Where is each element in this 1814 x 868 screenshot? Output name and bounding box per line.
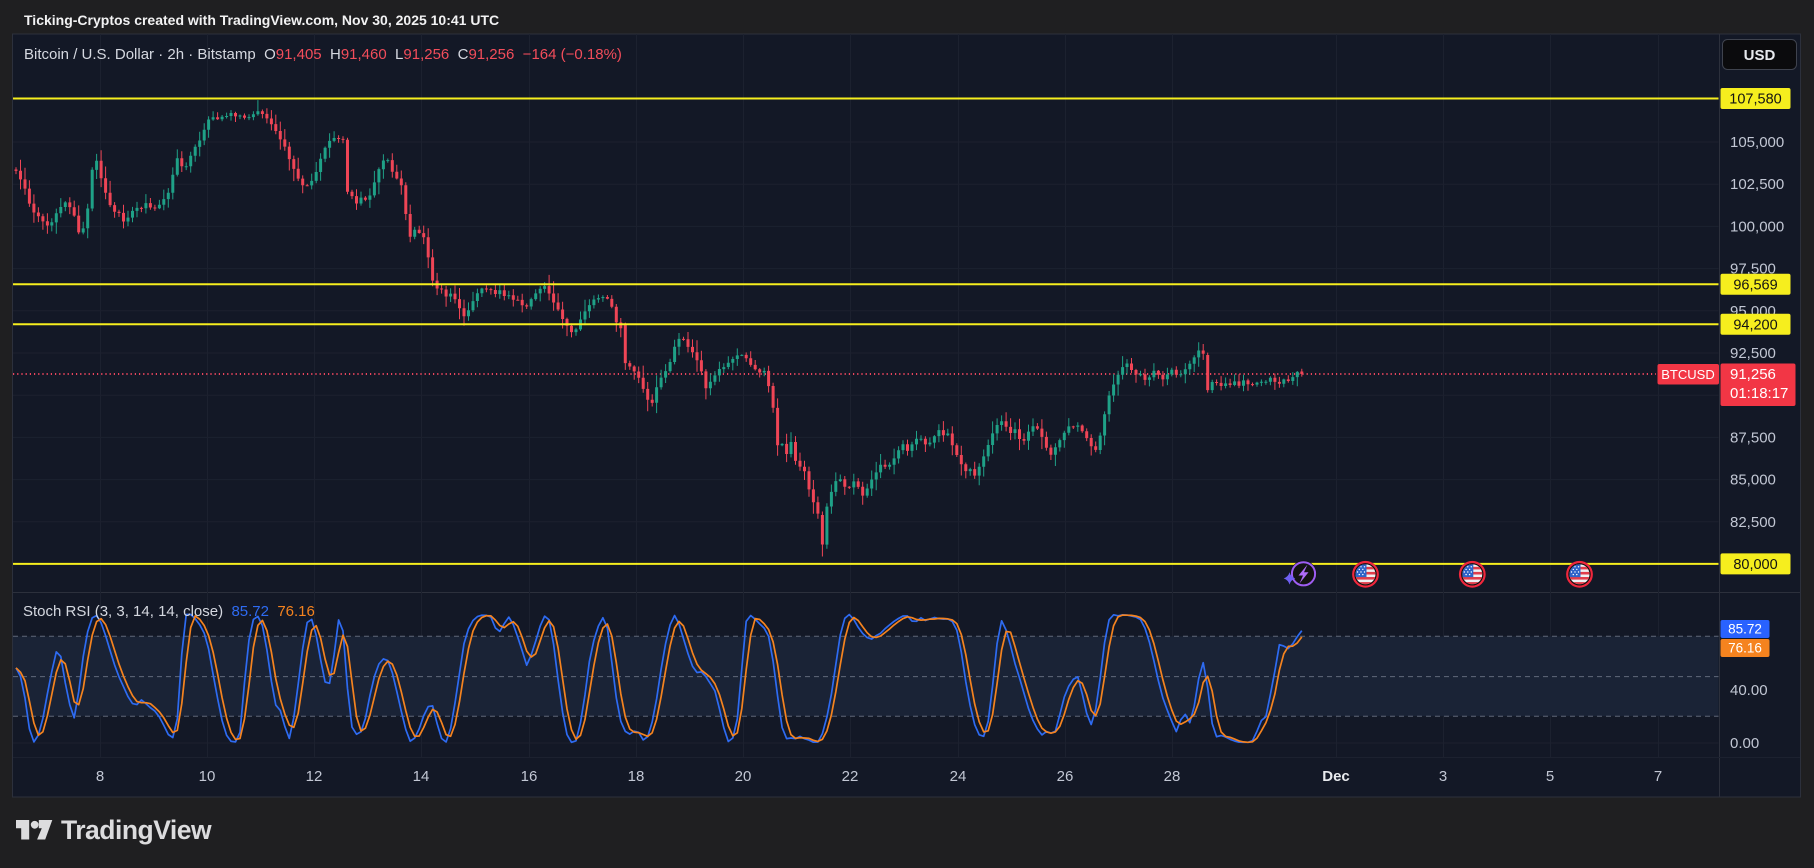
svg-text:Bitcoin / U.S. Dollar · 2h · B: Bitcoin / U.S. Dollar · 2h · Bitstamp O9… xyxy=(24,46,622,63)
svg-text:24: 24 xyxy=(950,768,967,785)
svg-text:80,000: 80,000 xyxy=(1733,557,1777,573)
svg-text:18: 18 xyxy=(628,768,645,785)
svg-text:Stoch RSI (3, 3, 14, 14, close: Stoch RSI (3, 3, 14, 14, close) 85.72 76… xyxy=(23,603,315,620)
svg-text:28: 28 xyxy=(1164,768,1181,785)
svg-text:3: 3 xyxy=(1439,768,1447,785)
svg-text:Ticking-Cryptos created with T: Ticking-Cryptos created with TradingView… xyxy=(24,12,499,28)
svg-text:107,580: 107,580 xyxy=(1729,92,1781,108)
svg-text:26: 26 xyxy=(1057,768,1074,785)
svg-text:76.16: 76.16 xyxy=(1728,641,1762,656)
svg-text:USD: USD xyxy=(1744,47,1776,64)
svg-text:82,500: 82,500 xyxy=(1730,514,1776,531)
svg-text:TradingView: TradingView xyxy=(61,815,212,845)
svg-text:94,200: 94,200 xyxy=(1733,317,1777,333)
svg-text:97,500: 97,500 xyxy=(1730,261,1776,278)
svg-text:102,500: 102,500 xyxy=(1730,176,1784,193)
svg-text:10: 10 xyxy=(199,768,216,785)
svg-text:0.00: 0.00 xyxy=(1730,735,1759,752)
svg-text:14: 14 xyxy=(413,768,430,785)
svg-text:Dec: Dec xyxy=(1322,768,1350,785)
svg-text:40.00: 40.00 xyxy=(1730,682,1768,699)
svg-text:85,000: 85,000 xyxy=(1730,472,1776,489)
svg-text:BTCUSD: BTCUSD xyxy=(1661,367,1714,382)
svg-text:22: 22 xyxy=(842,768,859,785)
svg-text:01:18:17: 01:18:17 xyxy=(1730,385,1788,402)
svg-text:100,000: 100,000 xyxy=(1730,218,1784,235)
svg-text:91,256: 91,256 xyxy=(1730,366,1776,383)
svg-text:7: 7 xyxy=(1654,768,1662,785)
svg-text:87,500: 87,500 xyxy=(1730,429,1776,446)
svg-text:20: 20 xyxy=(735,768,752,785)
svg-text:96,569: 96,569 xyxy=(1733,277,1777,293)
svg-text:85.72: 85.72 xyxy=(1728,622,1762,637)
svg-text:8: 8 xyxy=(96,768,104,785)
svg-text:5: 5 xyxy=(1546,768,1554,785)
svg-text:92,500: 92,500 xyxy=(1730,345,1776,362)
svg-text:12: 12 xyxy=(306,768,323,785)
svg-text:105,000: 105,000 xyxy=(1730,134,1784,151)
svg-text:16: 16 xyxy=(521,768,538,785)
